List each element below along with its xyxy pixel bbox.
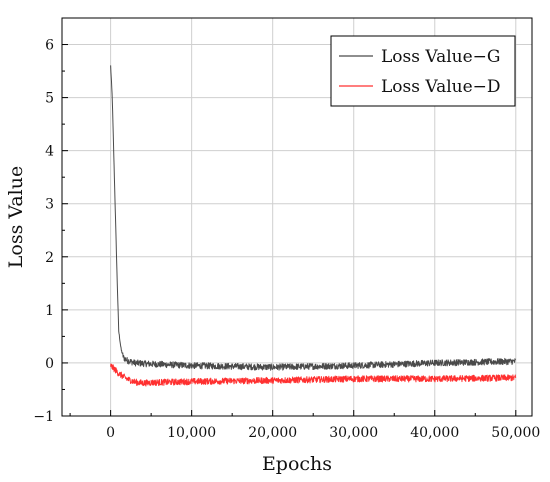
y-tick-label: 3 — [45, 197, 54, 213]
plot-frame — [61, 17, 533, 417]
x-tick-label: 20,000 — [248, 425, 297, 441]
legend-label: Loss Value−D — [381, 77, 501, 97]
y-tick-label: 0 — [45, 356, 54, 372]
series-lines — [110, 65, 517, 387]
y-tick-label: 4 — [45, 144, 54, 160]
y-tick-label: 1 — [45, 303, 54, 319]
x-tick-label: 40,000 — [410, 425, 459, 441]
x-tick-label: 30,000 — [329, 425, 378, 441]
legend-label: Loss Value−G — [381, 47, 501, 67]
x-tick-label: 10,000 — [167, 425, 216, 441]
axis-ticks: 0 10,000 20,000 30,000 40,000 50,000 −1 0 1 2 3 4 5 6 — [33, 38, 540, 441]
y-axis-title: Loss Value — [5, 166, 27, 268]
y-tick-label: −1 — [33, 409, 54, 425]
x-axis-title: Epochs — [262, 453, 332, 475]
series-line-g — [110, 65, 516, 371]
y-tick-label: 5 — [45, 91, 54, 107]
x-tick-label: 0 — [106, 425, 115, 441]
x-tick-label: 50,000 — [491, 425, 540, 441]
y-tick-label: 2 — [45, 250, 54, 266]
y-tick-label: 6 — [45, 38, 54, 54]
legend: Loss Value−G Loss Value−D — [330, 35, 516, 107]
legend-box — [330, 35, 516, 107]
series-line-d — [110, 363, 517, 387]
